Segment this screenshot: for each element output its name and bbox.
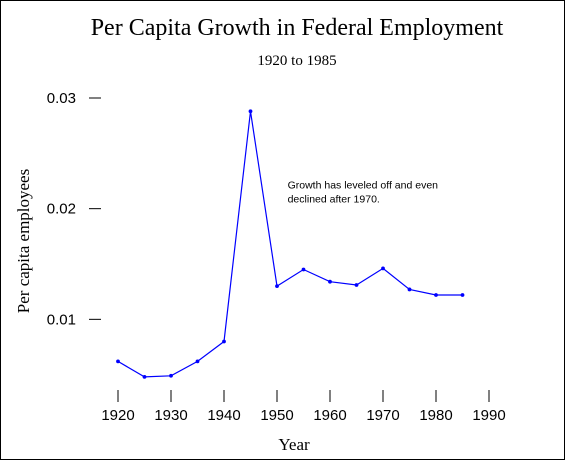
x-axis-label: Year <box>278 435 310 454</box>
x-tick-label: 1990 <box>472 407 505 424</box>
data-point <box>354 283 359 287</box>
data-point <box>275 284 279 289</box>
data-point <box>434 293 438 297</box>
data-point <box>142 374 147 379</box>
x-tick-label: 1920 <box>101 407 134 424</box>
y-axis-label: Per capita employees <box>14 169 33 313</box>
data-point <box>248 109 253 114</box>
series-line <box>117 111 463 378</box>
data-point <box>195 359 200 364</box>
series-group <box>116 109 465 379</box>
y-tick-label: 0.03 <box>47 90 76 107</box>
data-point <box>381 266 385 271</box>
chart-title: Per Capita Growth in Federal Employment <box>91 15 504 41</box>
data-point <box>301 267 306 272</box>
data-point <box>460 293 465 297</box>
data-point <box>169 373 173 378</box>
data-point <box>116 359 120 364</box>
x-tick-label: 1930 <box>154 407 187 424</box>
x-tick-label: 1960 <box>313 407 346 424</box>
chart-subtitle: 1920 to 1985 <box>257 53 336 69</box>
x-tick-label: 1980 <box>419 407 452 424</box>
y-axis: 0.01 0.02 0.03 <box>47 90 101 328</box>
annotation-line: Growth has leveled off and even <box>288 180 439 192</box>
x-axis: 1920 1930 1940 1950 1960 1970 1980 1990 <box>101 390 506 424</box>
y-tick-label: 0.02 <box>47 201 76 218</box>
annotation-line: declined after 1970. <box>288 194 380 206</box>
data-point <box>407 287 412 292</box>
x-tick-label: 1940 <box>207 407 240 424</box>
x-tick-label: 1970 <box>366 407 399 424</box>
y-tick-label: 0.01 <box>47 311 76 328</box>
data-point <box>222 339 226 344</box>
chart-annotation: Growth has leveled off and even declined … <box>288 180 439 206</box>
x-tick-label: 1950 <box>260 407 293 424</box>
data-point <box>328 279 332 284</box>
